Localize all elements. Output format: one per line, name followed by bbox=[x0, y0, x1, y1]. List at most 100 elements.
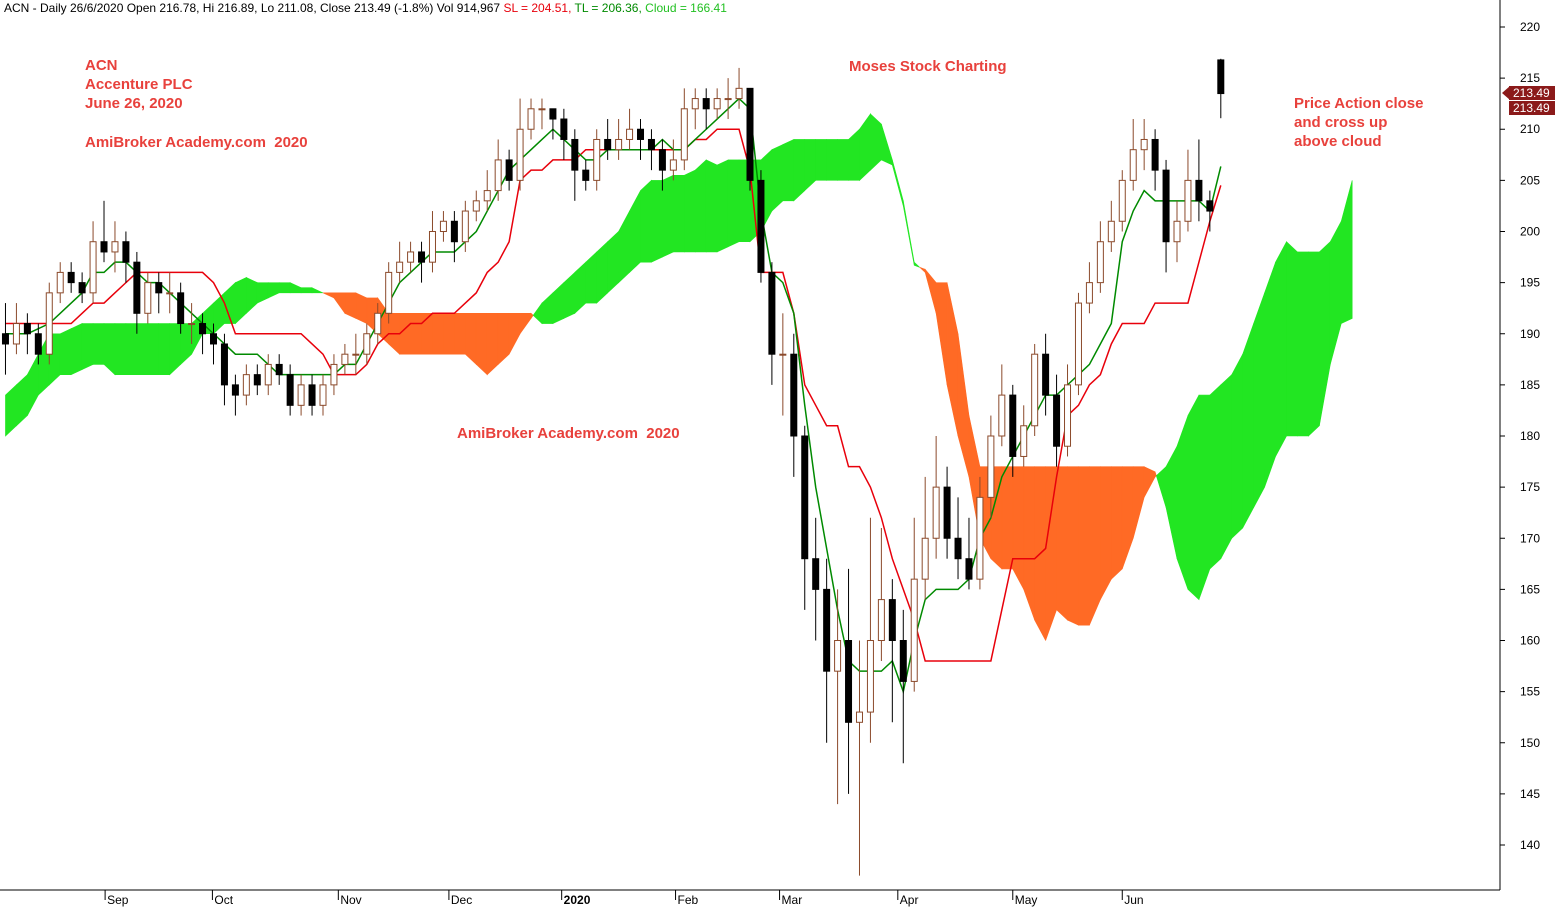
candle-body bbox=[823, 588, 831, 672]
candle-body bbox=[461, 210, 469, 243]
header: ACN - Daily 26/6/2020 Open 216.78, Hi 21… bbox=[4, 1, 727, 15]
cloud-segment bbox=[1045, 466, 1057, 641]
candle-body bbox=[998, 394, 1006, 437]
y-tick-label: 145 bbox=[1520, 787, 1540, 801]
price-box bbox=[1509, 101, 1555, 115]
candle-body bbox=[319, 384, 327, 406]
candle-body bbox=[89, 241, 97, 294]
candle-body bbox=[330, 363, 338, 386]
cloud-segment bbox=[1231, 354, 1244, 539]
cloud-segment bbox=[1176, 415, 1189, 590]
candle-body bbox=[428, 230, 436, 263]
header-sl: SL = 204.51, bbox=[503, 1, 571, 15]
y-tick-label: 195 bbox=[1520, 276, 1540, 290]
y-tick-label: 190 bbox=[1520, 327, 1540, 341]
cloud-segment bbox=[694, 159, 707, 253]
cloud-segment bbox=[1220, 373, 1233, 559]
candle-body bbox=[242, 374, 250, 396]
candle-body bbox=[418, 251, 426, 263]
last-price-label: 213.49 bbox=[1513, 101, 1550, 115]
candle-body bbox=[571, 138, 579, 171]
cloud-segment bbox=[673, 174, 685, 253]
candle-body bbox=[1, 333, 9, 345]
candle-body bbox=[845, 640, 853, 723]
candle-body bbox=[702, 98, 710, 110]
cloud-segment bbox=[782, 139, 795, 202]
candle-body bbox=[275, 363, 283, 376]
candle-body bbox=[231, 384, 239, 396]
header-cloud: Cloud = 166.41 bbox=[645, 1, 727, 15]
candle-body bbox=[494, 159, 502, 192]
candle-body bbox=[407, 251, 415, 263]
cloud-segment bbox=[136, 323, 149, 375]
candle-body bbox=[286, 374, 294, 406]
candle-body bbox=[746, 87, 754, 181]
candle-body bbox=[790, 353, 798, 437]
cloud-segment bbox=[486, 312, 499, 376]
cloud-segment bbox=[1253, 292, 1265, 508]
candle-body bbox=[363, 333, 371, 355]
candle-body bbox=[67, 271, 75, 284]
candle-body bbox=[450, 220, 458, 243]
cloud-segment bbox=[410, 312, 422, 355]
x-tick-label: Nov bbox=[340, 893, 361, 907]
candle-body bbox=[680, 108, 688, 161]
candle-body bbox=[713, 98, 721, 110]
candle-body bbox=[166, 292, 174, 295]
cloud-segment bbox=[1297, 251, 1309, 437]
candle-body bbox=[264, 363, 272, 386]
candle-body bbox=[308, 384, 316, 406]
cloud-segment bbox=[158, 323, 171, 375]
candle-body bbox=[12, 323, 20, 345]
annotation: AmiBroker Academy.com 2020 bbox=[457, 425, 680, 442]
candle-body bbox=[691, 98, 699, 110]
candle-body bbox=[538, 108, 546, 111]
candle-body bbox=[647, 138, 655, 151]
cloud-segment bbox=[1264, 262, 1276, 488]
candle-body bbox=[56, 271, 64, 294]
cloud-segment bbox=[59, 328, 72, 375]
candle-body bbox=[1129, 149, 1137, 181]
candle-body bbox=[1009, 394, 1017, 457]
candle-body bbox=[396, 261, 404, 273]
candle-body bbox=[1053, 394, 1061, 447]
cloud-segment bbox=[1067, 466, 1079, 626]
y-tick-label: 215 bbox=[1520, 71, 1540, 85]
candle-body bbox=[899, 640, 907, 682]
cloud-segment bbox=[596, 241, 608, 304]
x-tick-label: Mar bbox=[782, 893, 803, 907]
cloud-segment bbox=[771, 144, 784, 212]
cloud-segment bbox=[607, 230, 619, 294]
candle-body bbox=[604, 138, 612, 151]
candle-body bbox=[779, 353, 787, 356]
candle-body bbox=[23, 323, 31, 335]
cloud-segment bbox=[1308, 251, 1320, 437]
candle-body bbox=[1074, 302, 1082, 386]
last-price-label: 213.49 bbox=[1513, 86, 1550, 100]
cloud-layer bbox=[5, 112, 1353, 641]
candle-body bbox=[1064, 384, 1072, 447]
cloud-segment bbox=[1056, 466, 1068, 621]
annotation: Accenture PLC bbox=[85, 76, 193, 93]
x-tick-label: Apr bbox=[900, 893, 919, 907]
price-box bbox=[1509, 86, 1555, 100]
candle-body bbox=[111, 241, 119, 253]
annotation: Moses Stock Charting bbox=[849, 58, 1007, 75]
candle-body bbox=[757, 179, 765, 273]
cloud-segment bbox=[114, 323, 127, 375]
candle-body bbox=[1096, 241, 1104, 284]
candle-body bbox=[1206, 200, 1214, 212]
candle-body bbox=[877, 599, 885, 642]
annotation: June 26, 2020 bbox=[85, 95, 183, 112]
x-tick-label: Feb bbox=[678, 893, 699, 907]
candle-body bbox=[1118, 179, 1126, 222]
header-main: ACN - Daily 26/6/2020 Open 216.78, Hi 21… bbox=[4, 1, 500, 15]
x-tick-label: Dec bbox=[451, 893, 472, 907]
candle-body bbox=[888, 599, 896, 642]
candle-body bbox=[374, 312, 382, 335]
y-tick-label: 200 bbox=[1520, 224, 1540, 238]
cloud-segment bbox=[1187, 394, 1200, 601]
cloud-segment bbox=[399, 312, 411, 355]
cloud-segment bbox=[300, 287, 313, 294]
